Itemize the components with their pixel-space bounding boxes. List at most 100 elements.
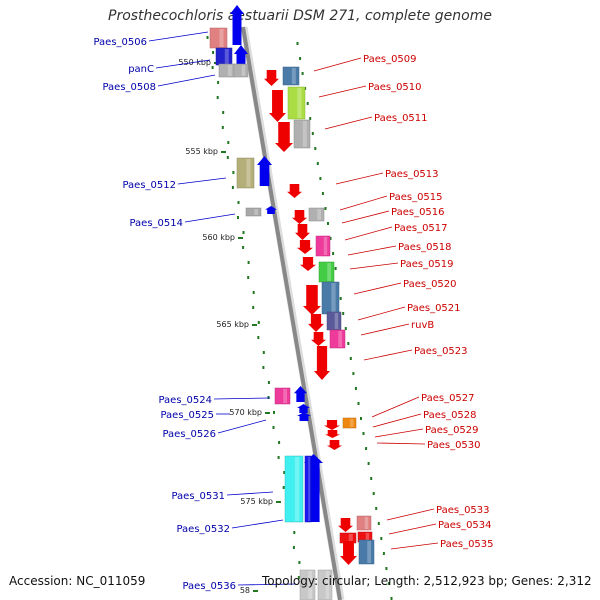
minor-tick-left [273, 411, 275, 414]
gene-label-paes-0509[interactable]: Paes_0509 [363, 54, 417, 65]
gene-label-paes-0530[interactable]: Paes_0530 [427, 440, 481, 451]
gene-glyph-paes-0511[interactable] [275, 122, 293, 152]
minor-tick-right [339, 297, 342, 300]
gene-label-paes-0534[interactable]: Paes_0534 [438, 520, 492, 531]
gene-label-paes-0535[interactable]: Paes_0535 [440, 539, 494, 550]
gene-label-paes-0513[interactable]: Paes_0513 [385, 169, 439, 180]
gene-label-paes-0527[interactable]: Paes_0527 [421, 393, 475, 404]
gene-label-paes-0518[interactable]: Paes_0518 [398, 242, 452, 253]
gene-glyph-paes-0536[interactable] [299, 569, 316, 600]
gene-glyph-paes-0523[interactable] [314, 346, 330, 380]
minor-tick-right [311, 132, 314, 135]
gene-glyph-paes-0515[interactable] [308, 207, 325, 222]
gene-label-paes-0508[interactable]: Paes_0508 [102, 82, 156, 93]
gene-glyph-paes-0533-1[interactable] [356, 515, 372, 531]
gene-label-paes-0525[interactable]: Paes_0525 [160, 410, 214, 421]
gene-label-paes-0524[interactable]: Paes_0524 [158, 395, 212, 406]
leader-line-paes-0511 [324, 116, 373, 130]
gene-label-paes-0528[interactable]: Paes_0528 [423, 410, 477, 421]
gene-glyph-panc[interactable] [215, 47, 233, 66]
gene-glyph-paes-0535[interactable] [340, 541, 357, 565]
gene-glyph-paes-0514-1[interactable] [265, 206, 277, 214]
gene-glyph-paes-0515-highlight [317, 209, 321, 220]
gene-glyph-paes-0520[interactable] [303, 285, 321, 315]
gene-glyph-paes-0535-1-highlight [367, 541, 371, 563]
gene-glyph-paes-0512[interactable] [236, 157, 255, 189]
minor-tick-left [282, 486, 285, 489]
gene-glyph-paes-0514[interactable] [245, 207, 262, 217]
gene-glyph-paes-0531[interactable] [284, 455, 304, 523]
gene-glyph-ruvb-1[interactable] [329, 329, 346, 349]
gene-label-paes-0511[interactable]: Paes_0511 [374, 113, 428, 124]
gene-glyph-paes-0521[interactable] [308, 314, 324, 332]
leader-line-paes-0514 [184, 213, 236, 223]
gene-glyph-paes-0518[interactable] [297, 240, 313, 254]
minor-tick-right [309, 117, 312, 120]
gene-glyph-paes-0513[interactable] [287, 184, 302, 198]
gene-glyph-paes-0518-1[interactable] [315, 235, 331, 257]
minor-tick-right [321, 192, 324, 195]
gene-glyph-paes-0510[interactable] [269, 90, 286, 122]
leader-line-paes-0521 [357, 306, 406, 321]
gene-label-paes-0529[interactable]: Paes_0529 [425, 425, 479, 436]
gene-label-paes-0517[interactable]: Paes_0517 [394, 223, 448, 234]
gene-label-paes-0523[interactable]: Paes_0523 [414, 346, 468, 357]
gene-glyph-paes-0524[interactable] [274, 387, 291, 405]
gene-glyph-paes-0526[interactable] [297, 412, 311, 421]
gene-glyph-paes-0511-1[interactable] [293, 119, 311, 149]
gene-glyph-paes-0510-1[interactable] [287, 86, 306, 120]
gene-label-paes-0510[interactable]: Paes_0510 [368, 82, 422, 93]
gene-glyph-paes-0521-1[interactable] [326, 311, 342, 331]
gene-label-panc[interactable]: panC [128, 64, 154, 75]
gene-glyph-paes-0509-1-highlight [291, 68, 296, 84]
gene-glyph-panc-1[interactable] [234, 45, 248, 65]
gene-glyph-paes-0528[interactable] [324, 420, 340, 430]
gene-label-paes-0532[interactable]: Paes_0532 [176, 524, 230, 535]
minor-tick-right [296, 42, 299, 45]
leader-line-paes-0523 [363, 349, 413, 361]
gene-label-paes-0520[interactable]: Paes_0520 [403, 279, 457, 290]
gene-glyph-paes-0524-1[interactable] [294, 386, 307, 402]
gene-label-paes-0516[interactable]: Paes_0516 [391, 207, 445, 218]
gene-label-paes-0506[interactable]: Paes_0506 [93, 37, 147, 48]
major-tick [252, 324, 257, 326]
gene-glyph-paes-0512-1[interactable] [257, 156, 272, 186]
gene-glyph-paes-0536-1[interactable] [317, 569, 333, 600]
gene-label-paes-0533[interactable]: Paes_0533 [436, 505, 490, 516]
gene-glyph-paes-0519-1[interactable] [318, 261, 335, 283]
gene-glyph-paes-0533[interactable] [338, 518, 353, 532]
gene-label-paes-0536[interactable]: Paes_0536 [182, 581, 236, 592]
gene-label-paes-0526[interactable]: Paes_0526 [162, 429, 216, 440]
minor-tick-right [385, 567, 388, 570]
gene-label-paes-0519[interactable]: Paes_0519 [400, 259, 454, 270]
gene-label-paes-0512[interactable]: Paes_0512 [122, 180, 176, 191]
gene-glyph-paes-0532[interactable] [304, 455, 312, 523]
gene-glyph-paes-0506[interactable] [209, 27, 228, 49]
gene-glyph-paes-0534-1-highlight [365, 533, 370, 541]
gene-glyph-paes-0517[interactable] [295, 224, 310, 240]
gene-label-ruvb[interactable]: ruvB [411, 320, 434, 331]
leader-line-paes-0512 [177, 177, 227, 185]
gene-label-paes-0514[interactable]: Paes_0514 [129, 218, 183, 229]
gene-glyph-paes-0529[interactable] [325, 430, 340, 438]
gene-glyph-paes-0519[interactable] [300, 257, 316, 271]
gene-glyph-paes-0525[interactable] [297, 404, 310, 413]
gene-glyph-paes-0511-1-highlight [302, 121, 307, 147]
minor-tick-left [242, 231, 245, 234]
gene-glyph-paes-0530[interactable] [327, 440, 342, 450]
gene-glyph-paes-0527[interactable] [342, 417, 357, 429]
gene-glyph-ruvb[interactable] [311, 332, 326, 346]
gene-glyph-paes-0508-1[interactable] [233, 63, 249, 78]
gene-glyph-paes-0520-1[interactable] [321, 281, 340, 315]
gene-label-paes-0531[interactable]: Paes_0531 [171, 491, 225, 502]
gene-glyph-paes-0535-1[interactable] [358, 539, 375, 565]
minor-tick-left [293, 531, 296, 534]
gene-label-paes-0515[interactable]: Paes_0515 [389, 192, 443, 203]
gene-glyph-paes-0508[interactable] [218, 63, 236, 78]
gene-glyph-paes-0509[interactable] [264, 70, 279, 86]
leader-line-paes-0528 [372, 413, 422, 428]
gene-glyph-paes-0506-1[interactable] [230, 5, 244, 45]
gene-glyph-paes-0516[interactable] [292, 210, 307, 224]
gene-glyph-paes-0509-1[interactable] [282, 66, 300, 86]
gene-label-paes-0521[interactable]: Paes_0521 [407, 303, 461, 314]
